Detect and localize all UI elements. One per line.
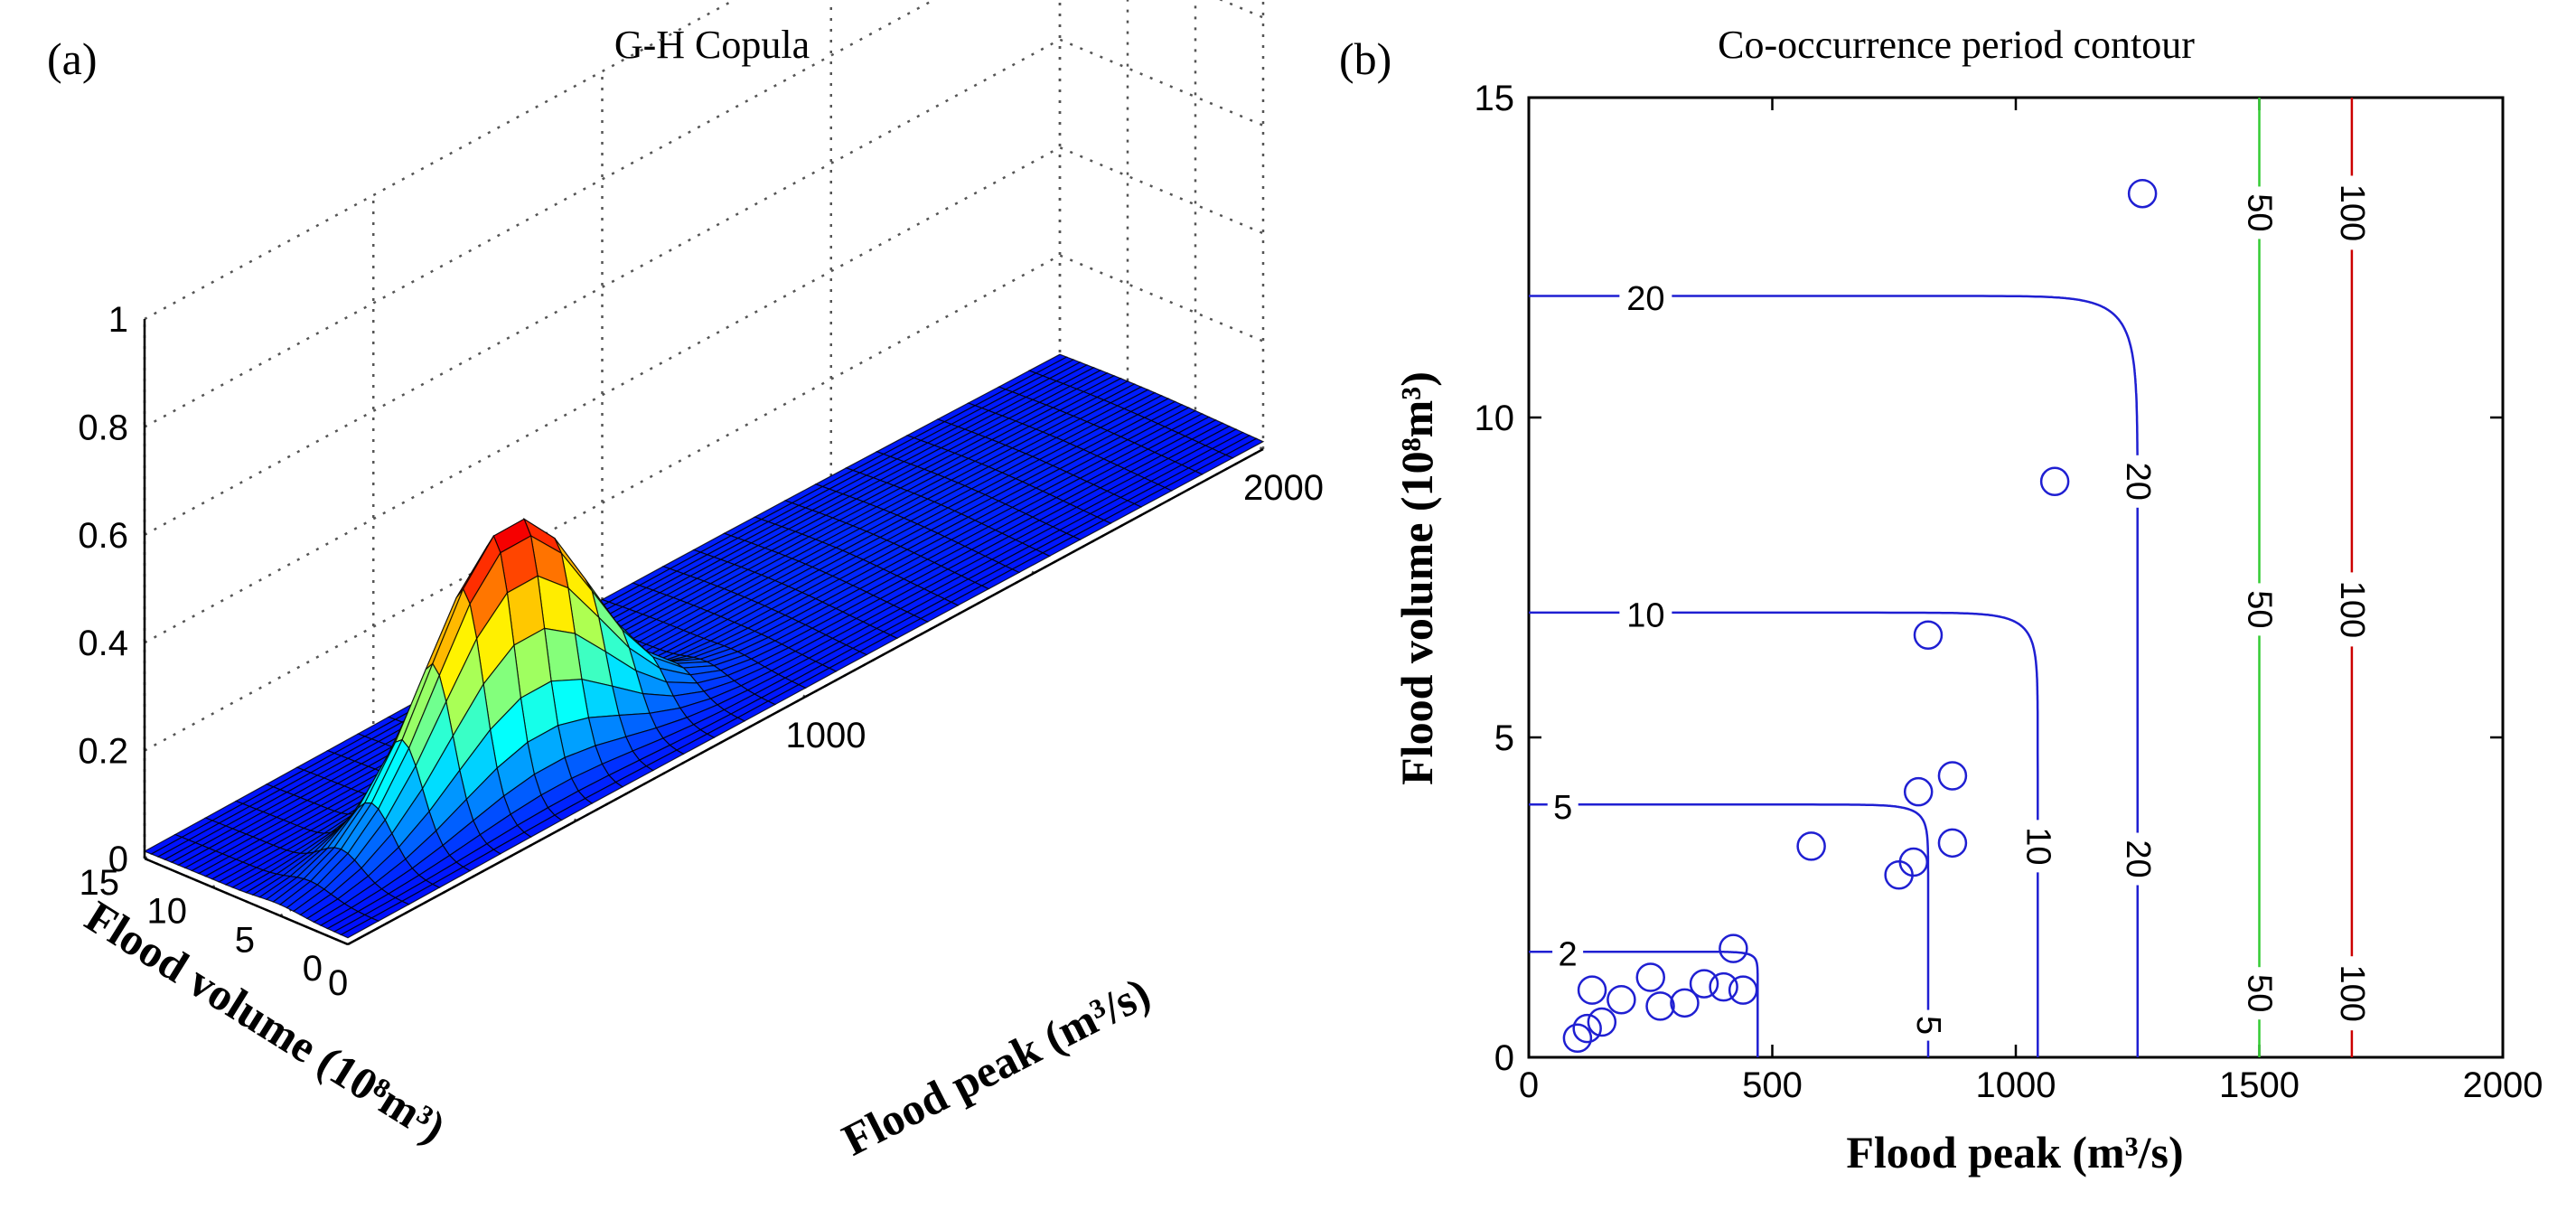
contour-label-50: 50 (2241, 193, 2279, 231)
contour-label-2: 2 (1559, 936, 1578, 974)
z-tick-label: 0.6 (78, 516, 128, 556)
contour-label-background (1619, 281, 1672, 318)
contour-label-background (2337, 175, 2365, 250)
peak-tick-label: 1000 (1976, 1065, 2056, 1105)
panel-a-z-ticks: 0 0.2 0.4 0.6 0.8 1 (78, 300, 128, 879)
volume-tick-label: 10 (1475, 399, 1515, 438)
contour-label-background (2245, 186, 2273, 239)
observation-point (1645, 991, 1675, 1021)
panel-a-volume-ticks: 0 5 10 15 (80, 863, 323, 989)
observation-point (1728, 975, 1758, 1005)
panel-b-x-axis-label: Flood peak (m³/s) (1846, 1127, 2183, 1177)
observation-point (2039, 466, 2070, 497)
surface-patch (340, 917, 380, 939)
observation-point (1898, 847, 1929, 877)
observation-point (1577, 975, 1607, 1005)
volume-tick-label: 5 (1494, 718, 1514, 758)
observation-point (1719, 933, 1748, 963)
panel-b-x-ticks: 0 500 1000 1500 2000 (1519, 1065, 2543, 1105)
observation-point (1709, 971, 1738, 1002)
observation-point (1903, 776, 1934, 807)
contour-label-10: 10 (1626, 596, 1664, 634)
observation-point (1937, 761, 1968, 791)
panel-a-volume-axis-label: Flood volume (10⁸m³) (77, 891, 454, 1153)
contour-label-background (2245, 583, 2273, 636)
volume-axis-line (144, 857, 349, 946)
peak-tick-label: 1000 (786, 716, 866, 755)
panel-a-peak-ticks: 0 1000 2000 (328, 468, 1324, 1003)
volume-tick-label: 15 (80, 863, 120, 903)
contour-label-background (1619, 597, 1672, 634)
z-tick-label: 0.4 (78, 624, 128, 663)
observation-point (1796, 831, 1826, 861)
contour-label-background (2024, 820, 2052, 873)
volume-tick-label: 0 (1494, 1038, 1514, 1078)
peak-tick-label: 0 (328, 963, 348, 1003)
z-tick-label: 0.2 (78, 732, 128, 772)
contour-line-2 (1529, 950, 1759, 1057)
contour-line-5 (1529, 803, 1930, 1057)
contour-label-100: 100 (2333, 581, 2371, 638)
panel-a-title: G-H Copula (614, 23, 810, 67)
observation-point (1670, 988, 1700, 1018)
volume-tick-label: 5 (235, 920, 255, 960)
contour-label-background (1547, 789, 1578, 826)
observation-point (1913, 620, 1944, 650)
contour-label-50: 50 (2241, 590, 2279, 628)
contour-label-background (2245, 967, 2273, 1020)
contour-label-100: 100 (2333, 964, 2371, 1021)
contour-label-background (1914, 1009, 1942, 1041)
panel-b-y-axis-label: Flood volume (10⁸m³) (1391, 371, 1442, 785)
observation-point (1606, 985, 1636, 1015)
panel-b-contour-plot: (b) Co-occurrence period contour 2 5 5 10 10… (1339, 23, 2543, 1177)
contour-line-10 (1529, 611, 2039, 1057)
z-tick-label: 0.8 (78, 408, 128, 447)
volume-tick-label: 0 (303, 949, 323, 989)
peak-tick-label: 2000 (2463, 1065, 2543, 1105)
volume-tick-label: 15 (1475, 79, 1515, 118)
contour-label-100: 100 (2333, 184, 2371, 241)
volume-tick-label: 10 (147, 892, 188, 932)
contour-label-50: 50 (2241, 974, 2279, 1012)
observation-point (1689, 969, 1719, 999)
contour-label-background (2337, 572, 2365, 647)
observation-point (1562, 1023, 1593, 1054)
observation-point (2127, 178, 2158, 209)
contour-label-20: 20 (1626, 280, 1664, 318)
observation-point (1937, 828, 1968, 858)
panel-a-peak-axis-label: Flood peak (m³/s) (834, 967, 1157, 1165)
peak-tick-label: 500 (1742, 1065, 1803, 1105)
contour-label-20: 20 (2119, 463, 2157, 501)
panel-b-y-ticks: 0 5 10 15 (1475, 79, 1515, 1078)
panel-b-observations (1562, 178, 2158, 1054)
peak-tick-label: 1500 (2219, 1065, 2300, 1105)
observation-point (1635, 962, 1665, 992)
contour-label-background (1552, 936, 1584, 973)
panel-b-label: (b) (1339, 33, 1391, 84)
observation-point (1587, 1007, 1617, 1037)
contour-label-10: 10 (2019, 827, 2056, 865)
panel-b-contour-labels: 2 5 5 10 10 20 20 20 50 50 50 100 100 100 (1547, 175, 2371, 1041)
observation-point (1572, 1013, 1602, 1044)
panel-b-title: Co-occurrence period contour (1718, 23, 2195, 67)
panel-a-surface-plot: (a) G-H Copula 0 0.2 0.4 0.6 0.8 1 0 5 1… (47, 0, 1324, 1166)
contour-label-background (2123, 455, 2151, 508)
peak-tick-label: 0 (1519, 1065, 1539, 1105)
contour-label-5: 5 (1909, 1016, 1947, 1035)
contour-label-background (2123, 832, 2151, 886)
panel-a-label: (a) (47, 33, 98, 84)
panel-a-surface (143, 353, 1265, 939)
contour-line-20 (1529, 295, 2140, 1058)
peak-tick-label: 2000 (1243, 468, 1324, 508)
z-tick-label: 1 (108, 300, 128, 340)
contour-label-5: 5 (1553, 789, 1572, 827)
contour-label-20: 20 (2119, 840, 2157, 877)
contour-label-background (2337, 956, 2365, 1031)
peak-axis-line (347, 447, 1264, 946)
z-tick-label: 0 (108, 840, 128, 879)
panel-b-contour-lines (1529, 98, 2354, 1058)
